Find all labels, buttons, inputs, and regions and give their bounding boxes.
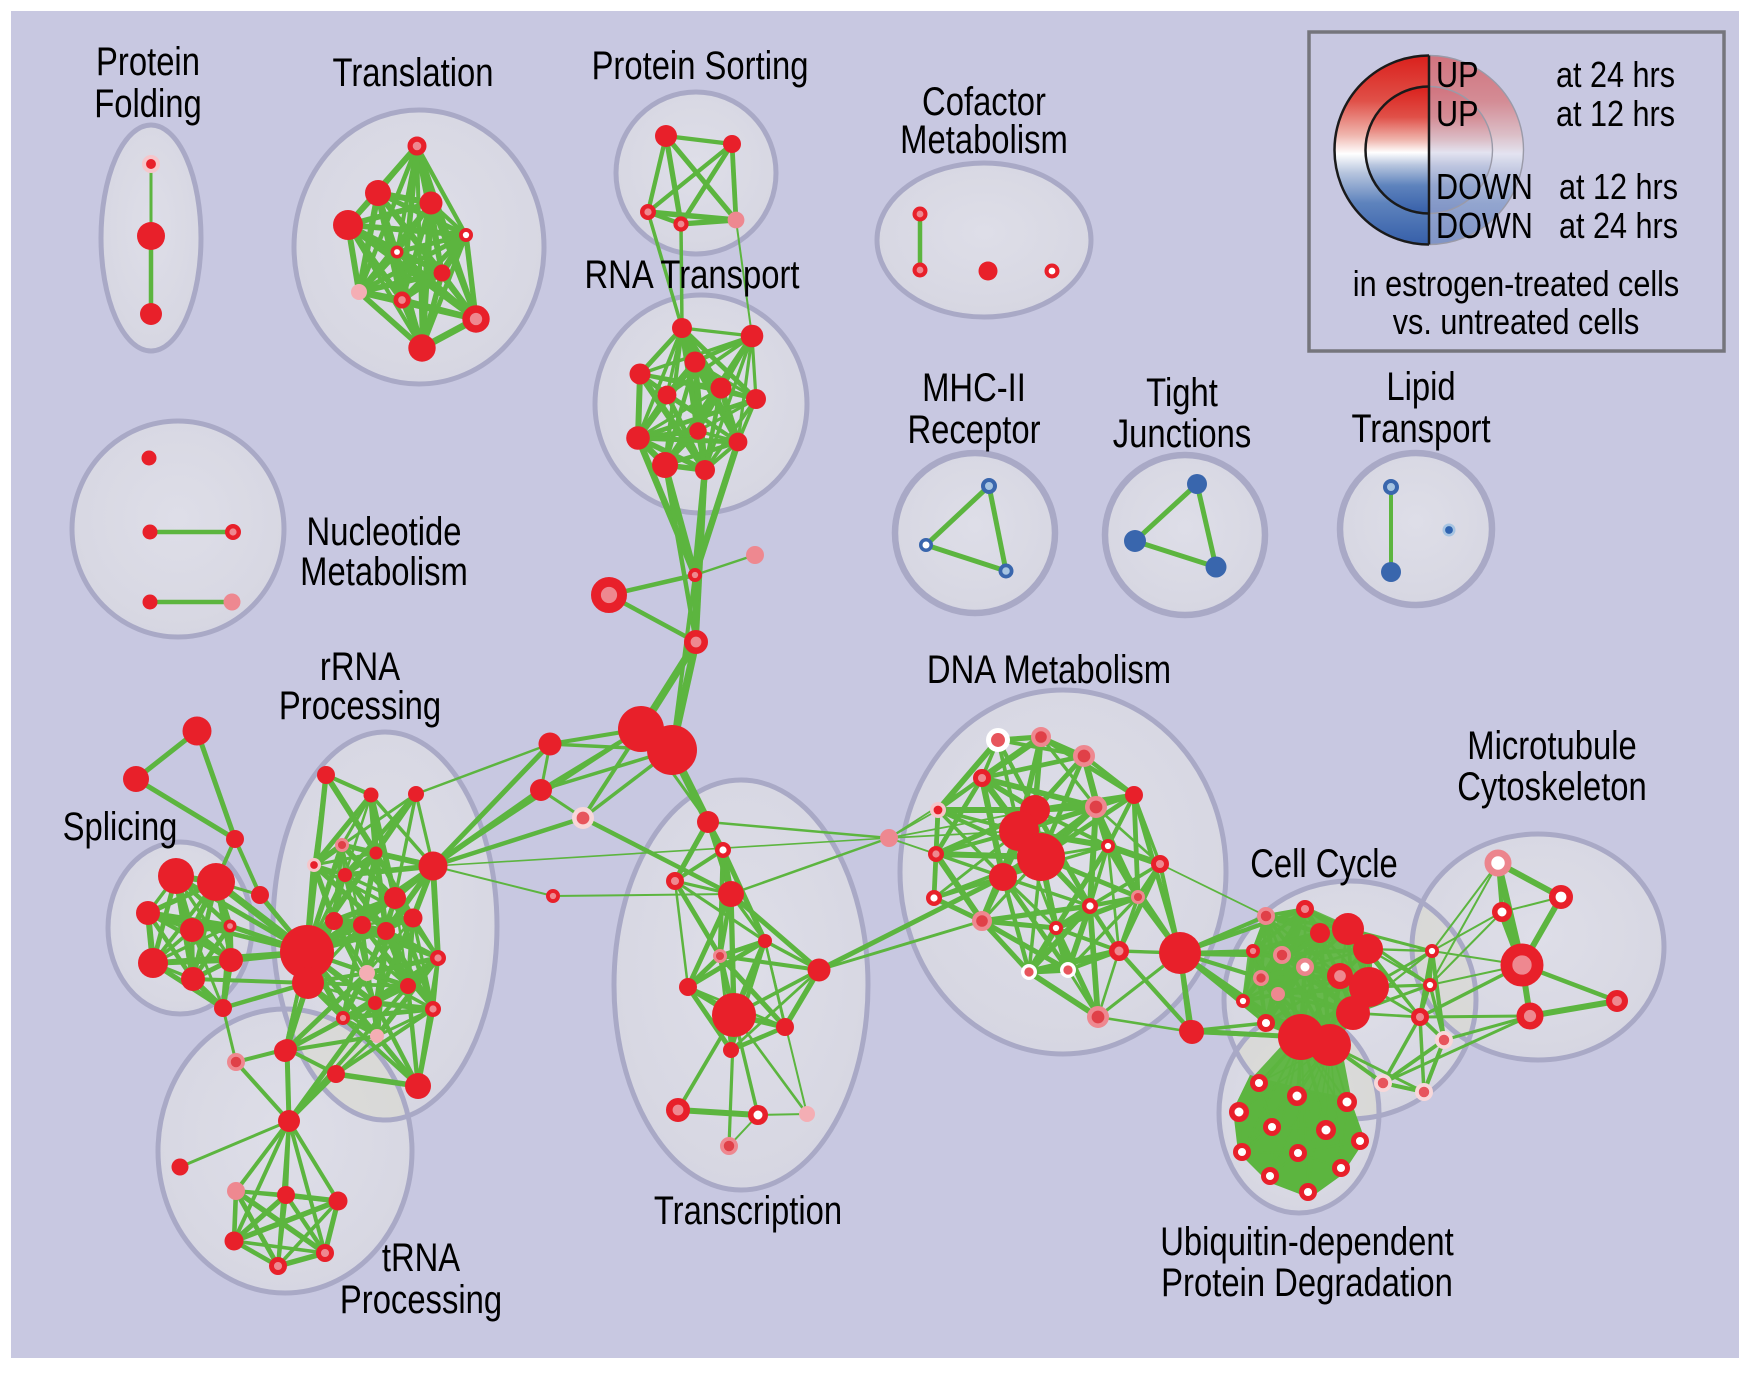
svg-text:Processing: Processing (279, 683, 441, 728)
svg-text:Transport: Transport (1351, 406, 1490, 451)
svg-text:Lipid: Lipid (1386, 364, 1455, 409)
svg-text:Splicing: Splicing (63, 804, 178, 849)
svg-text:Processing: Processing (340, 1277, 502, 1322)
svg-text:UP: UP (1436, 95, 1478, 135)
svg-text:Protein Degradation: Protein Degradation (1161, 1260, 1453, 1305)
svg-text:Nucleotide: Nucleotide (307, 509, 462, 554)
svg-text:Metabolism: Metabolism (300, 549, 468, 594)
svg-text:DOWN: DOWN (1436, 207, 1533, 247)
svg-text:Ubiquitin-dependent: Ubiquitin-dependent (1160, 1219, 1453, 1264)
svg-text:at 12 hrs: at 12 hrs (1559, 168, 1678, 208)
svg-text:vs. untreated cells: vs. untreated cells (1393, 303, 1639, 343)
svg-text:at 12 hrs: at 12 hrs (1556, 95, 1675, 135)
svg-text:UP: UP (1436, 56, 1478, 96)
svg-text:at 24 hrs: at 24 hrs (1559, 207, 1678, 247)
svg-text:DNA Metabolism: DNA Metabolism (927, 647, 1171, 692)
svg-text:Cytoskeleton: Cytoskeleton (1457, 764, 1647, 809)
svg-text:Cell Cycle: Cell Cycle (1250, 841, 1398, 886)
svg-text:Folding: Folding (94, 81, 202, 126)
svg-text:Metabolism: Metabolism (900, 117, 1068, 162)
svg-text:rRNA: rRNA (320, 644, 401, 689)
svg-text:in estrogen-treated cells: in estrogen-treated cells (1353, 265, 1679, 305)
svg-text:Tight: Tight (1146, 370, 1218, 415)
svg-text:Cofactor: Cofactor (922, 79, 1046, 124)
svg-text:Protein Sorting: Protein Sorting (592, 43, 809, 88)
svg-text:Protein: Protein (96, 39, 200, 84)
svg-text:at 24 hrs: at 24 hrs (1556, 56, 1675, 96)
svg-text:MHC-II: MHC-II (922, 365, 1026, 410)
svg-text:Translation: Translation (333, 50, 494, 95)
svg-text:RNA Transport: RNA Transport (584, 252, 799, 297)
svg-text:Receptor: Receptor (907, 407, 1040, 452)
svg-text:tRNA: tRNA (382, 1235, 461, 1280)
svg-text:Microtubule: Microtubule (1467, 723, 1636, 768)
svg-text:Transcription: Transcription (654, 1188, 842, 1233)
svg-text:Junctions: Junctions (1113, 411, 1252, 456)
svg-text:DOWN: DOWN (1436, 168, 1533, 208)
